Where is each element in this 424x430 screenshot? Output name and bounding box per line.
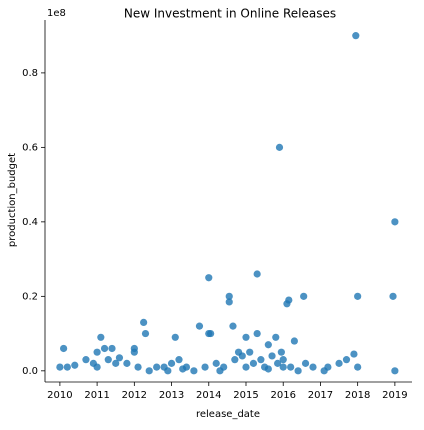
point (277, 348, 285, 356)
point (71, 361, 79, 369)
point (300, 292, 308, 300)
point (212, 359, 220, 367)
x-tick-label: 2014 (196, 390, 221, 401)
point (279, 356, 287, 364)
point (167, 359, 176, 367)
point (104, 356, 112, 364)
point (309, 363, 317, 371)
y-axis-label: production_budget (7, 153, 18, 247)
x-tick-label: 2017 (308, 390, 333, 401)
point (164, 367, 172, 375)
point (301, 359, 310, 367)
point (93, 348, 101, 356)
point (264, 341, 272, 349)
point (283, 300, 291, 308)
point (153, 363, 161, 371)
x-tick-label: 2011 (84, 390, 109, 401)
point (389, 292, 397, 300)
point (294, 367, 302, 375)
x-axis-label: release_date (196, 409, 260, 420)
point (231, 356, 239, 364)
point (320, 367, 328, 375)
y-tick-label: 0.2 (22, 291, 38, 302)
y-tick-label: 0.8 (22, 68, 38, 79)
point (242, 333, 250, 341)
y-tick-label: 0.4 (22, 217, 38, 228)
x-tick-label: 2010 (47, 390, 72, 401)
point (249, 359, 258, 367)
point (275, 143, 284, 151)
point (97, 333, 105, 341)
y-tick-label: 0.6 (22, 142, 38, 153)
point (205, 274, 213, 282)
point (234, 348, 243, 356)
point (145, 367, 153, 375)
point (175, 356, 183, 364)
point (290, 337, 298, 345)
point (201, 363, 209, 371)
point (287, 363, 295, 371)
point (216, 367, 224, 375)
point (195, 322, 204, 330)
point (225, 298, 233, 306)
y-offset-label: 1e8 (47, 8, 66, 19)
point (141, 329, 150, 338)
point (342, 356, 351, 364)
point (391, 218, 399, 226)
point (115, 354, 124, 362)
chart-title: New Investment in Online Releases (124, 7, 336, 21)
point (93, 363, 101, 371)
point (100, 344, 109, 353)
point (171, 333, 179, 341)
x-tick-label: 2013 (159, 390, 184, 401)
point (179, 365, 187, 373)
point (391, 367, 399, 375)
point (190, 367, 198, 375)
point (253, 270, 261, 278)
point (253, 329, 261, 338)
point (82, 356, 90, 364)
x-tick-label: 2012 (122, 390, 147, 401)
x-tick-label: 2019 (382, 390, 407, 401)
point (134, 363, 142, 371)
point (229, 322, 237, 330)
y-tick-label: 0.0 (22, 366, 38, 377)
point (60, 344, 68, 353)
point (354, 363, 362, 371)
point (108, 344, 116, 353)
point (272, 333, 280, 341)
point (268, 352, 276, 360)
point (264, 365, 272, 373)
point (56, 363, 64, 371)
point (274, 359, 282, 367)
x-tick-label: 2016 (270, 390, 295, 401)
point (63, 363, 71, 371)
point (207, 329, 215, 338)
point (257, 356, 265, 364)
point (352, 32, 360, 40)
point (279, 363, 287, 371)
x-tick-label: 2018 (345, 390, 370, 401)
point (130, 348, 138, 356)
point (246, 348, 254, 356)
point (242, 363, 250, 371)
x-tick-label: 2015 (233, 390, 258, 401)
point (123, 359, 131, 367)
point (225, 292, 233, 300)
point (350, 350, 358, 358)
point (140, 318, 148, 327)
point (335, 359, 343, 367)
point (354, 292, 362, 300)
point (112, 359, 120, 367)
